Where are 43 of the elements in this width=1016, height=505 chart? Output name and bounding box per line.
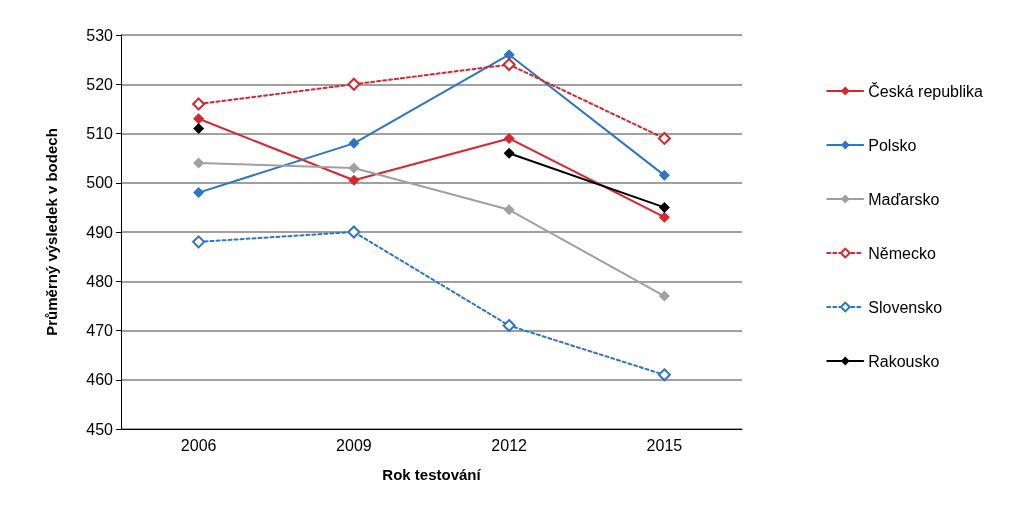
point <box>347 77 361 91</box>
point <box>657 368 671 382</box>
y-tick-label: 460 <box>86 371 114 389</box>
point <box>657 131 671 145</box>
point <box>193 157 205 169</box>
point <box>502 319 516 333</box>
y-tick-label: 470 <box>86 322 114 339</box>
x-tick-label: 2006 <box>180 436 217 454</box>
x-tick-label: 2009 <box>336 436 372 454</box>
point <box>348 162 360 174</box>
y-tick-label: 480 <box>86 272 114 290</box>
point <box>192 97 206 111</box>
point <box>192 235 206 249</box>
y-tick-label: 530 <box>86 26 114 44</box>
legend-label: Česká republika <box>868 81 984 100</box>
x-tick-label: 2015 <box>646 436 683 454</box>
legend-label: Německo <box>868 244 936 262</box>
point <box>503 147 515 159</box>
point <box>658 211 670 223</box>
y-tick-label: 500 <box>86 174 114 192</box>
point <box>658 169 670 181</box>
point <box>347 225 361 239</box>
legend-label: Rakousko <box>868 352 940 370</box>
point <box>348 174 360 186</box>
point <box>502 58 516 72</box>
legend-label: Polsko <box>868 136 917 154</box>
legend-label: Slovensko <box>868 298 943 316</box>
point <box>658 290 670 302</box>
legend-label: Maďarsko <box>868 190 940 208</box>
x-axis-title: Rok testování <box>382 466 482 483</box>
point <box>658 201 670 213</box>
y-tick-label: 510 <box>86 125 114 142</box>
y-tick-label: 450 <box>86 420 114 438</box>
point <box>348 137 360 149</box>
y-axis-title: Průměrný výsledek v bodech <box>43 128 60 336</box>
point <box>193 123 205 135</box>
point <box>193 187 205 199</box>
point <box>193 113 205 125</box>
x-tick-label: 2012 <box>491 436 528 454</box>
y-tick-label: 520 <box>86 75 114 93</box>
point <box>503 132 515 144</box>
point <box>503 204 515 216</box>
y-tick-label: 490 <box>86 223 114 241</box>
